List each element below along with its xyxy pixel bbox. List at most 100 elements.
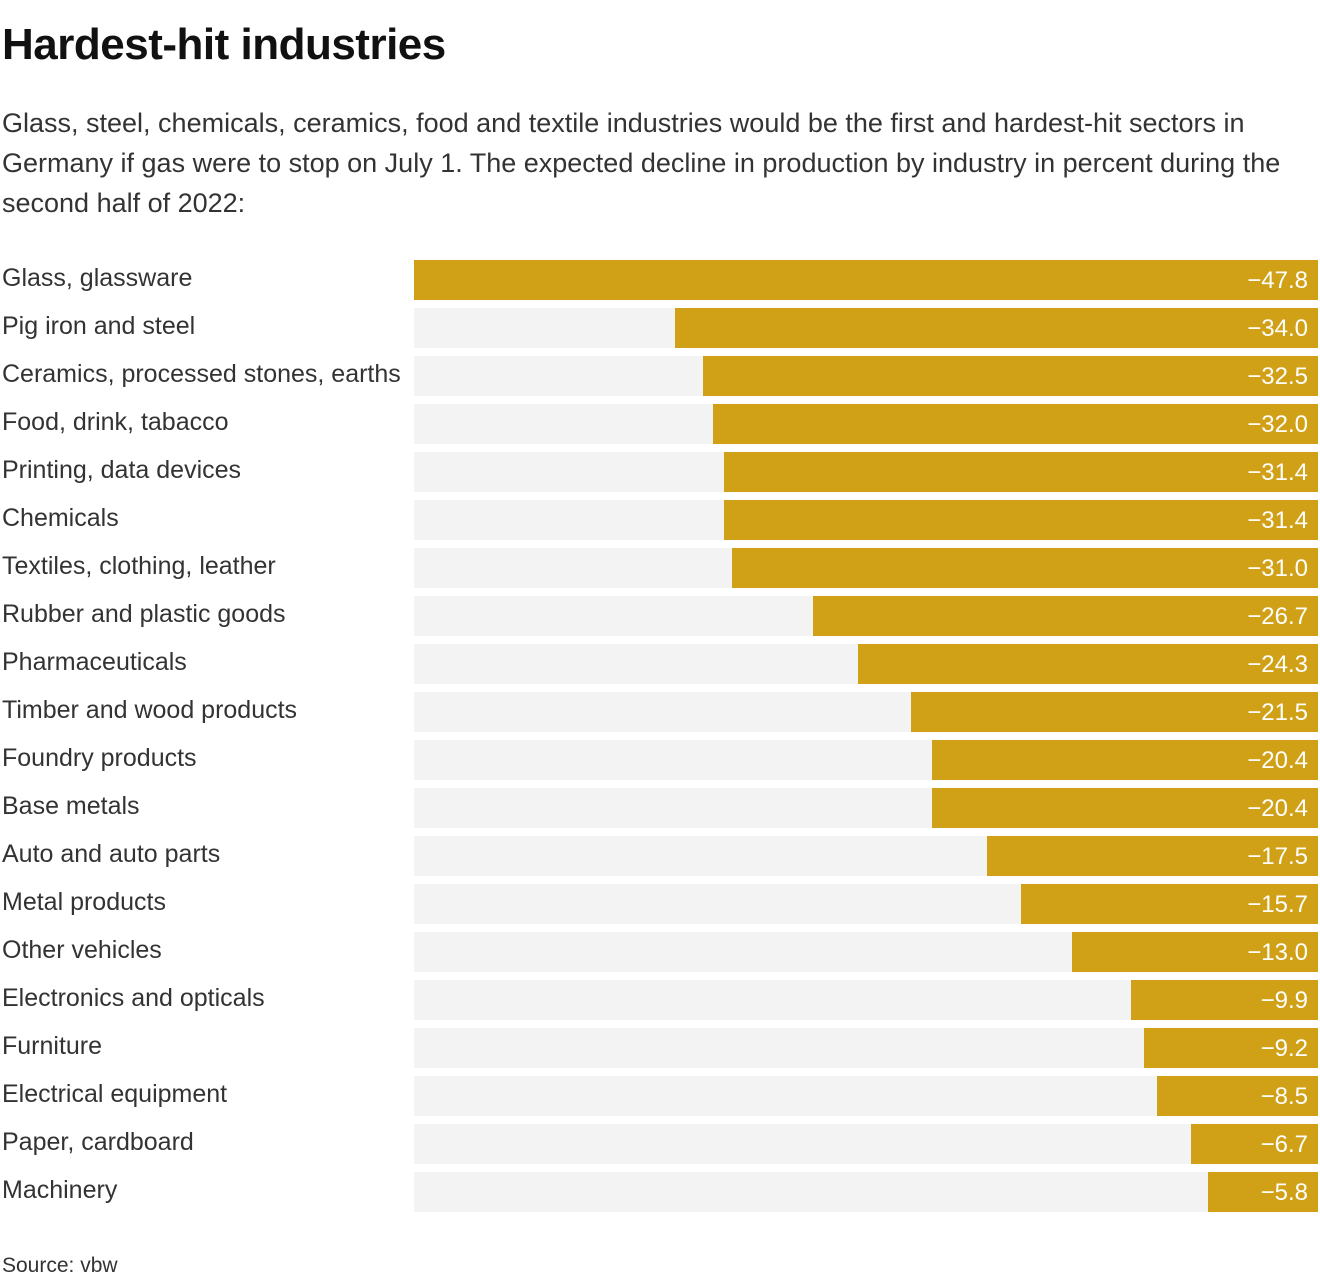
bar-track: −17.5 — [414, 836, 1318, 876]
value-label: −47.8 — [1247, 267, 1308, 294]
bar-track: −21.5 — [414, 692, 1318, 732]
value-label: −15.7 — [1247, 891, 1308, 918]
bar-track: −31.4 — [414, 500, 1318, 540]
category-label: Pig iron and steel — [2, 312, 196, 340]
bar-track: −26.7 — [414, 596, 1318, 636]
value-label: −5.8 — [1260, 1179, 1308, 1206]
bar — [414, 260, 1318, 300]
chart-title: Hardest-hit industries — [2, 20, 446, 69]
value-label: −9.9 — [1260, 987, 1308, 1014]
bar-track: −8.5 — [414, 1076, 1318, 1116]
bar-row: Printing, data devices −31.4 — [0, 450, 1320, 492]
bar-row: Timber and wood products −21.5 — [0, 690, 1320, 732]
bar — [1072, 932, 1318, 972]
category-label: Pharmaceuticals — [2, 648, 187, 676]
value-label: −6.7 — [1260, 1131, 1308, 1158]
category-label: Chemicals — [2, 504, 119, 532]
bar — [732, 548, 1318, 588]
category-label: Auto and auto parts — [2, 840, 221, 868]
bar-track: −6.7 — [414, 1124, 1318, 1164]
bar — [911, 692, 1318, 732]
bar-row: Chemicals −31.4 — [0, 498, 1320, 540]
bar-track: −34.0 — [414, 308, 1318, 348]
bar — [932, 788, 1318, 828]
bar — [724, 500, 1318, 540]
bar — [1144, 1028, 1318, 1068]
category-label: Metal products — [2, 888, 166, 916]
bar — [1208, 1172, 1318, 1212]
category-label: Furniture — [2, 1032, 103, 1060]
bar — [724, 452, 1318, 492]
value-label: −21.5 — [1247, 699, 1308, 726]
category-label: Electronics and opticals — [2, 984, 265, 1012]
value-label: −26.7 — [1247, 603, 1308, 630]
bar — [1191, 1124, 1318, 1164]
bar-track: −15.7 — [414, 884, 1318, 924]
bar-row: Pig iron and steel −34.0 — [0, 306, 1320, 348]
category-label: Food, drink, tabacco — [2, 408, 229, 436]
value-label: −13.0 — [1247, 939, 1308, 966]
category-label: Rubber and plastic goods — [2, 600, 286, 628]
bar-chart: Glass, glassware −47.8 Pig iron and steel −… — [0, 258, 1320, 1218]
bar-row: Electronics and opticals −9.9 — [0, 978, 1320, 1020]
bar-row: Metal products −15.7 — [0, 882, 1320, 924]
value-label: −20.4 — [1247, 795, 1308, 822]
category-label: Base metals — [2, 792, 140, 820]
bar-row: Food, drink, tabacco −32.0 — [0, 402, 1320, 444]
category-label: Electrical equipment — [2, 1080, 228, 1108]
bar-track: −32.0 — [414, 404, 1318, 444]
category-label: Textiles, clothing, leather — [2, 552, 276, 580]
value-label: −9.2 — [1260, 1035, 1308, 1062]
bar-row: Pharmaceuticals −24.3 — [0, 642, 1320, 684]
bar-row: Machinery −5.8 — [0, 1170, 1320, 1212]
bar-track: −24.3 — [414, 644, 1318, 684]
bar — [703, 356, 1318, 396]
category-label: Glass, glassware — [2, 264, 193, 292]
value-label: −32.0 — [1247, 411, 1308, 438]
bar — [987, 836, 1318, 876]
bar-track: −20.4 — [414, 740, 1318, 780]
source-note: Source: vbw — [2, 1254, 118, 1277]
value-label: −31.4 — [1247, 459, 1308, 486]
value-label: −31.4 — [1247, 507, 1308, 534]
category-label: Machinery — [2, 1176, 118, 1204]
category-label: Foundry products — [2, 744, 197, 772]
bar — [932, 740, 1318, 780]
bar-row: Ceramics, processed stones, earths −32.5 — [0, 354, 1320, 396]
bar-row: Base metals −20.4 — [0, 786, 1320, 828]
value-label: −17.5 — [1247, 843, 1308, 870]
bar-track: −32.5 — [414, 356, 1318, 396]
value-label: −34.0 — [1247, 315, 1308, 342]
bar — [858, 644, 1318, 684]
value-label: −32.5 — [1247, 363, 1308, 390]
bar-track: −47.8 — [414, 260, 1318, 300]
bar-track: −9.2 — [414, 1028, 1318, 1068]
bar-track: −9.9 — [414, 980, 1318, 1020]
bar-row: Glass, glassware −47.8 — [0, 258, 1320, 300]
bar-row: Paper, cardboard −6.7 — [0, 1122, 1320, 1164]
bar-row: Foundry products −20.4 — [0, 738, 1320, 780]
bar-track: −31.0 — [414, 548, 1318, 588]
category-label: Ceramics, processed stones, earths — [2, 360, 401, 388]
category-label: Other vehicles — [2, 936, 162, 964]
bar-row: Rubber and plastic goods −26.7 — [0, 594, 1320, 636]
bar — [813, 596, 1318, 636]
value-label: −20.4 — [1247, 747, 1308, 774]
bar-row: Electrical equipment −8.5 — [0, 1074, 1320, 1116]
bar-track: −20.4 — [414, 788, 1318, 828]
bar-track: −31.4 — [414, 452, 1318, 492]
bar — [1021, 884, 1318, 924]
bar — [1157, 1076, 1318, 1116]
bar — [713, 404, 1318, 444]
category-label: Timber and wood products — [2, 696, 298, 724]
chart-subtitle: Glass, steel, chemicals, ceramics, food … — [2, 108, 1281, 218]
category-label: Paper, cardboard — [2, 1128, 194, 1156]
bar-row: Textiles, clothing, leather −31.0 — [0, 546, 1320, 588]
bar-row: Furniture −9.2 — [0, 1026, 1320, 1068]
value-label: −31.0 — [1247, 555, 1308, 582]
bar — [1131, 980, 1318, 1020]
bar — [675, 308, 1318, 348]
bar-row: Auto and auto parts −17.5 — [0, 834, 1320, 876]
value-label: −8.5 — [1260, 1083, 1308, 1110]
value-label: −24.3 — [1247, 651, 1308, 678]
